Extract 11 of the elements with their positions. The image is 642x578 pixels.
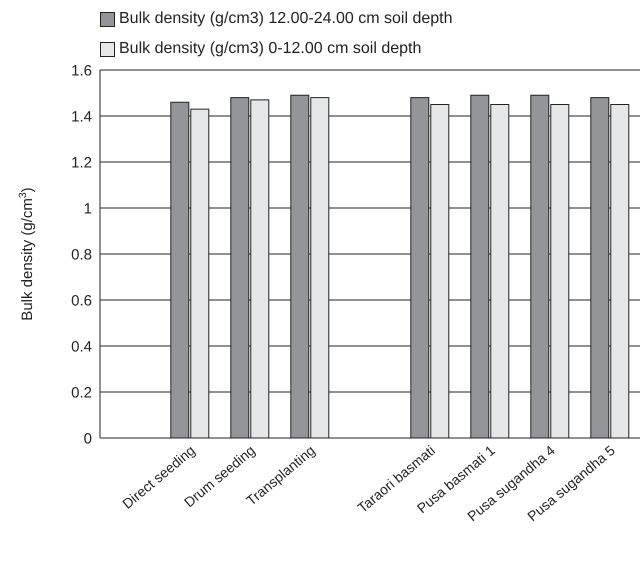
y-tick-label: 0.2 — [71, 384, 92, 402]
y-tick-label: 0 — [84, 430, 92, 448]
y-tick-label: 0.8 — [71, 246, 92, 264]
y-tick-label: 1 — [84, 200, 92, 218]
y-tick-label: 0.6 — [71, 292, 92, 310]
legend-label: Bulk density (g/cm3) 12.00-24.00 cm soil depth — [119, 9, 452, 29]
y-tick-label: 0.4 — [71, 338, 92, 356]
y-tick-label: 1.4 — [71, 108, 92, 126]
y-tick-label: 1.2 — [71, 154, 92, 172]
y-tick-label: 1.6 — [71, 62, 92, 80]
legend-label: Bulk density (g/cm3) 0-12.00 cm soil depth — [119, 39, 422, 59]
